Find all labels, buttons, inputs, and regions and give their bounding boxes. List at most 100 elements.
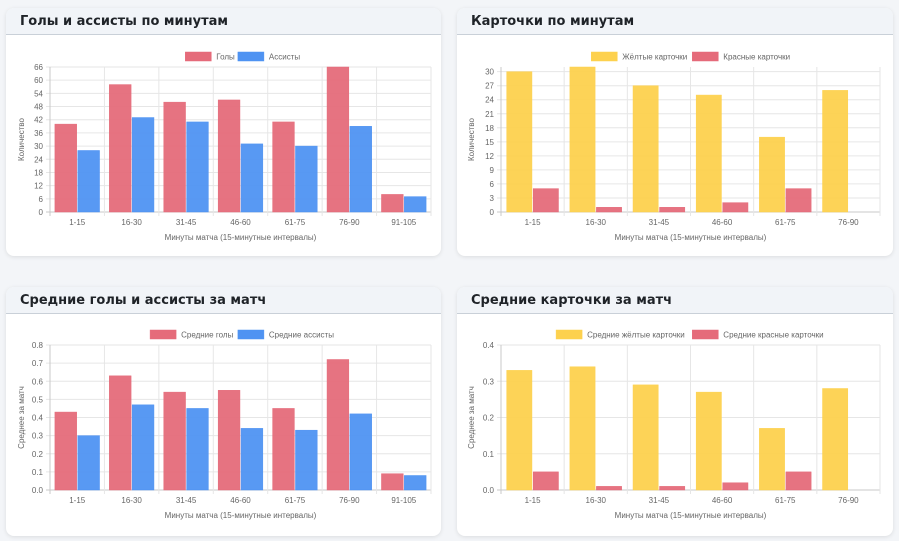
bar-yellow-46-60[interactable] — [695, 94, 722, 213]
bar-red-31-45[interactable] — [659, 486, 686, 491]
bar-assists-16-30[interactable] — [131, 404, 155, 491]
y-tick-label: 66 — [34, 63, 43, 72]
bar-yellow-1-15[interactable] — [506, 370, 533, 491]
x-tick-label: 31-45 — [649, 496, 670, 505]
legend-swatch-goals[interactable] — [185, 51, 212, 62]
bar-goals-61-75[interactable] — [272, 121, 295, 213]
bar-assists-46-60[interactable] — [240, 428, 264, 491]
x-tick-label: 46-60 — [712, 218, 733, 227]
legend-label[interactable]: Средние голы — [181, 331, 233, 340]
card-header: Голы и ассисты по минутам — [6, 8, 441, 35]
legend-swatch-yellow[interactable] — [555, 329, 583, 340]
bar-goals-46-60[interactable] — [217, 99, 241, 213]
bar-yellow-31-45[interactable] — [632, 85, 659, 213]
bar-goals-31-45[interactable] — [163, 391, 186, 491]
legend-label[interactable]: Средние красные карточки — [723, 331, 823, 340]
bar-yellow-76-90[interactable] — [822, 388, 849, 491]
bar-goals-16-30[interactable] — [109, 375, 132, 491]
legend: Голы Ассисты — [185, 51, 300, 62]
legend-swatch-assists[interactable] — [237, 51, 265, 62]
bar-yellow-61-75[interactable] — [759, 428, 785, 491]
y-tick-label: 3 — [490, 194, 495, 203]
legend-label[interactable]: Ассисты — [269, 53, 300, 62]
card-title: Средние голы и ассисты за матч — [20, 292, 267, 308]
bar-yellow-46-60[interactable] — [695, 391, 722, 491]
bar-yellow-1-15[interactable] — [506, 71, 533, 213]
y-tick-label: 6 — [39, 195, 44, 204]
bar-goals-76-90[interactable] — [326, 66, 350, 213]
bar-goals-76-90[interactable] — [326, 359, 350, 491]
bar-red-1-15[interactable] — [532, 471, 559, 491]
bar-red-31-45[interactable] — [659, 207, 686, 213]
bar-assists-61-75[interactable] — [295, 429, 318, 491]
card-title: Средние карточки за матч — [471, 292, 673, 308]
bar-assists-91-105[interactable] — [404, 196, 427, 213]
x-tick-label: 76-90 — [838, 496, 859, 505]
bar-yellow-16-30[interactable] — [569, 366, 596, 491]
legend-label[interactable]: Жёлтые карточки — [622, 53, 687, 62]
bar-assists-16-30[interactable] — [131, 117, 155, 213]
x-tick-label: 46-60 — [230, 218, 251, 227]
bar-assists-61-75[interactable] — [295, 145, 318, 213]
bar-assists-31-45[interactable] — [186, 408, 209, 491]
bar-assists-1-15[interactable] — [77, 150, 100, 213]
bar-red-16-30[interactable] — [596, 207, 622, 213]
bar-yellow-76-90[interactable] — [822, 90, 849, 213]
bar-assists-46-60[interactable] — [240, 143, 264, 213]
bar-assists-1-15[interactable] — [77, 435, 100, 491]
bar-goals-91-105[interactable] — [381, 473, 404, 491]
bar-assists-76-90[interactable] — [349, 413, 372, 491]
card-avg-cards: Средние карточки за матч 0.0 0.1 0.2 0.3 0.4… — [457, 287, 893, 536]
y-tick-label: 48 — [34, 103, 43, 112]
bar-yellow-16-30[interactable] — [569, 66, 596, 213]
chart-avg-cards: 0.0 0.1 0.2 0.3 0.4 1-15 16-30 31-45 46-60 61-75 7… — [467, 329, 881, 520]
y-tick-label: 12 — [485, 152, 494, 161]
bar-yellow-31-45[interactable] — [632, 384, 659, 491]
x-tick-label: 61-75 — [285, 496, 306, 505]
x-tick-label: 76-90 — [339, 218, 360, 227]
x-tick-label: 1-15 — [69, 496, 86, 505]
y-tick-label: 27 — [485, 82, 494, 91]
y-tick-label: 0.4 — [483, 341, 495, 350]
bar-goals-31-45[interactable] — [163, 101, 186, 213]
y-tick-label: 42 — [34, 116, 43, 125]
bar-red-61-75[interactable] — [785, 188, 812, 213]
bar-goals-1-15[interactable] — [54, 411, 77, 491]
card-title: Голы и ассисты по минутам — [20, 13, 229, 29]
legend-swatch-goals[interactable] — [149, 329, 177, 340]
bar-red-46-60[interactable] — [722, 202, 749, 213]
y-tick-label: 0.6 — [32, 377, 44, 386]
y-tick-label: 0.0 — [32, 486, 44, 495]
y-tick-label: 0.7 — [32, 359, 44, 368]
legend-label[interactable]: Средние ассисты — [269, 331, 334, 340]
bar-goals-91-105[interactable] — [381, 194, 404, 213]
x-tick-label: 61-75 — [285, 218, 306, 227]
legend-swatch-red[interactable] — [692, 329, 719, 340]
legend-swatch-assists[interactable] — [237, 329, 265, 340]
bar-red-16-30[interactable] — [596, 486, 622, 491]
legend-swatch-yellow[interactable] — [591, 51, 618, 62]
card-avg-goals-assists: Средние голы и ассисты за матч 0.0 0.1 0.2… — [6, 287, 441, 536]
bar-assists-76-90[interactable] — [349, 126, 372, 213]
bar-assists-31-45[interactable] — [186, 121, 209, 213]
bar-goals-1-15[interactable] — [54, 123, 77, 213]
y-tick-label: 0.4 — [32, 414, 44, 423]
x-tick-label: 46-60 — [230, 496, 251, 505]
bar-yellow-61-75[interactable] — [759, 136, 785, 213]
x-tick-label: 16-30 — [121, 218, 142, 227]
legend-label[interactable]: Голы — [216, 53, 235, 62]
legend-label[interactable]: Красные карточки — [723, 53, 790, 62]
x-axis-title: Минуты матча (15-минутные интервалы) — [165, 233, 317, 242]
x-tick-label: 46-60 — [712, 496, 733, 505]
legend-label[interactable]: Средние жёлтые карточки — [587, 331, 685, 340]
bar-goals-61-75[interactable] — [272, 408, 295, 491]
legend-swatch-red[interactable] — [692, 51, 719, 62]
bar-goals-16-30[interactable] — [109, 84, 132, 213]
x-axis-title: Минуты матча (15-минутные интервалы) — [165, 511, 317, 520]
bar-red-61-75[interactable] — [785, 471, 812, 491]
chart-cards: 0 3 6 9 12 15 18 21 24 27 30 1-15 16-30 31-45 46-60 61-… — [467, 51, 881, 242]
bar-red-46-60[interactable] — [722, 482, 749, 491]
bar-assists-91-105[interactable] — [404, 475, 427, 491]
bar-red-1-15[interactable] — [532, 188, 559, 213]
bar-goals-46-60[interactable] — [217, 390, 241, 491]
